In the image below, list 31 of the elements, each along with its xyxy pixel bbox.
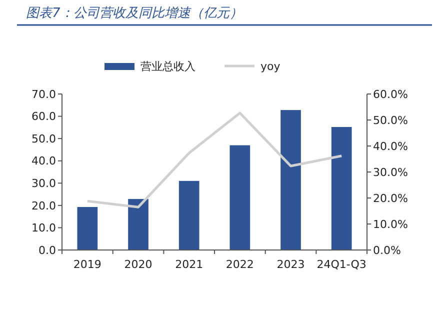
y-tick-label: 60.0 bbox=[32, 110, 56, 124]
chart-title: 图表7：公司营收及同比增速（亿元） bbox=[26, 6, 242, 21]
x-tick-label: 24Q1-Q3 bbox=[316, 258, 366, 271]
bar bbox=[331, 126, 352, 250]
y-tick-label: 20.0 bbox=[32, 199, 56, 212]
y2-tick-label: 20.0% bbox=[373, 192, 408, 205]
legend-label: yoy bbox=[260, 60, 281, 73]
y2-tick-label: 10.0% bbox=[373, 218, 408, 231]
y-tick-label: 10.0 bbox=[32, 222, 56, 235]
y-tick-label: 40.0 bbox=[32, 154, 56, 168]
y2-tick-label: 0.0% bbox=[373, 244, 401, 257]
bar bbox=[128, 198, 148, 250]
bar bbox=[280, 110, 301, 250]
x-tick-label: 2021 bbox=[175, 258, 204, 271]
bar bbox=[178, 180, 200, 250]
y2-tick-label: 40.0% bbox=[373, 140, 408, 153]
y-tick-label: 30.0 bbox=[32, 176, 56, 190]
x-tick-label: 2023 bbox=[276, 258, 305, 271]
line-series bbox=[86, 112, 343, 208]
y-tick-label: 70.0 bbox=[32, 88, 56, 101]
bar bbox=[230, 145, 250, 250]
x-tick-label: 2022 bbox=[226, 258, 254, 271]
legend-label: 营业总收入 bbox=[140, 60, 196, 73]
y-tick-label: 50.0 bbox=[32, 132, 56, 146]
y-tick-label: 0.0 bbox=[38, 244, 56, 257]
x-tick-label: 2019 bbox=[73, 258, 102, 271]
y2-tick-label: 30.0% bbox=[373, 166, 408, 179]
bar bbox=[77, 206, 98, 250]
x-tick-label: 2020 bbox=[124, 258, 152, 271]
y2-tick-label: 50.0% bbox=[373, 114, 408, 127]
y2-tick-label: 60.0% bbox=[373, 88, 408, 101]
